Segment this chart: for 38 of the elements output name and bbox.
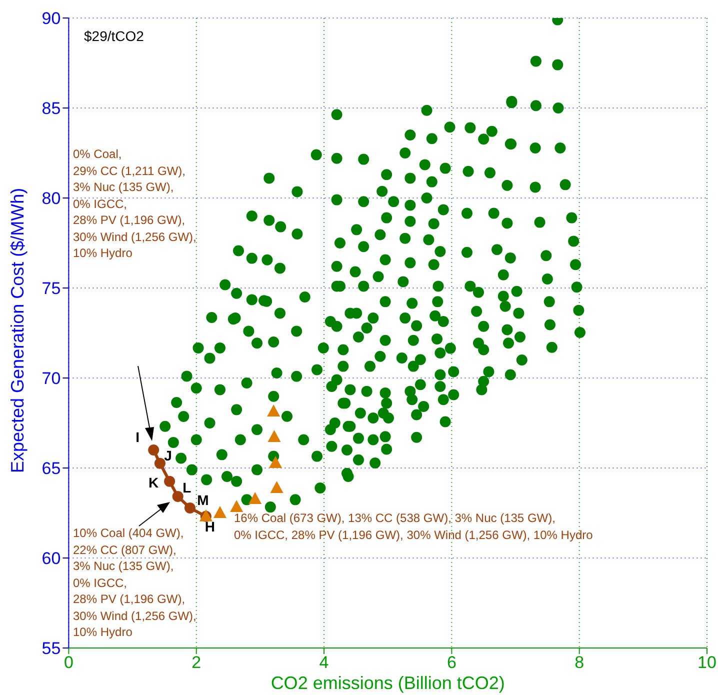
- annotation: $29/tCO2: [84, 28, 144, 44]
- annotation: 10% Coal (404 GW), 22% CC (807 GW), 3% Nuc (135 GW), 0% IGCC, 28% PV (1,196 GW), 30% Wind (1,256 GW), 10% Hydro: [73, 525, 196, 640]
- x-axis-title: CO2 emissions (Billion tCO2): [270, 673, 505, 693]
- y-tick-label: 65: [42, 459, 61, 478]
- point: [269, 456, 282, 468]
- point: [154, 458, 166, 469]
- x-tick-label: 6: [446, 653, 456, 672]
- x-tick-label: 0: [64, 653, 74, 672]
- y-tick-label: 60: [42, 549, 61, 568]
- x-tick-label: 4: [319, 653, 329, 672]
- point: [213, 506, 226, 518]
- annotation: M: [197, 492, 209, 508]
- point: [164, 476, 176, 487]
- point: [248, 492, 262, 504]
- point: [184, 502, 196, 514]
- point: [267, 404, 280, 416]
- point: [230, 500, 244, 512]
- annotation: J: [164, 447, 172, 464]
- annotation: 0% Coal, 29% CC (1,211 GW), 3% Nuc (135 GW), 0% IGCC, 28% PV (1,196 GW), 30% Wind (1,256 GW), 10% Hydro: [73, 146, 196, 262]
- x-tick-label: 2: [192, 653, 202, 672]
- y-tick-label: 55: [42, 639, 61, 658]
- annotation: L: [182, 479, 192, 496]
- x-tick-label: 8: [574, 653, 584, 672]
- annotation: 16% Coal (673 GW), 13% CC (538 GW), 3% Nuc (135 GW), 0% IGCC, 28% PV (1,196 GW), 30% Wind (1,256 GW), 10% Hydro: [234, 510, 593, 543]
- y-tick-label: 90: [42, 9, 61, 28]
- x-tick-label: 10: [698, 653, 716, 672]
- y-tick-label: 85: [42, 99, 61, 118]
- annotation: H: [204, 518, 215, 534]
- point: [172, 490, 184, 502]
- annotation: I: [136, 429, 140, 445]
- annotation: K: [148, 474, 159, 490]
- y-tick-label: 70: [42, 369, 61, 388]
- point: [270, 480, 284, 493]
- point: [268, 430, 281, 442]
- point: [148, 444, 160, 456]
- y-tick-label: 75: [42, 279, 61, 298]
- y-axis-title: Expected Generation Cost ($/MWh): [7, 188, 28, 473]
- y-tick-label: 80: [42, 189, 61, 208]
